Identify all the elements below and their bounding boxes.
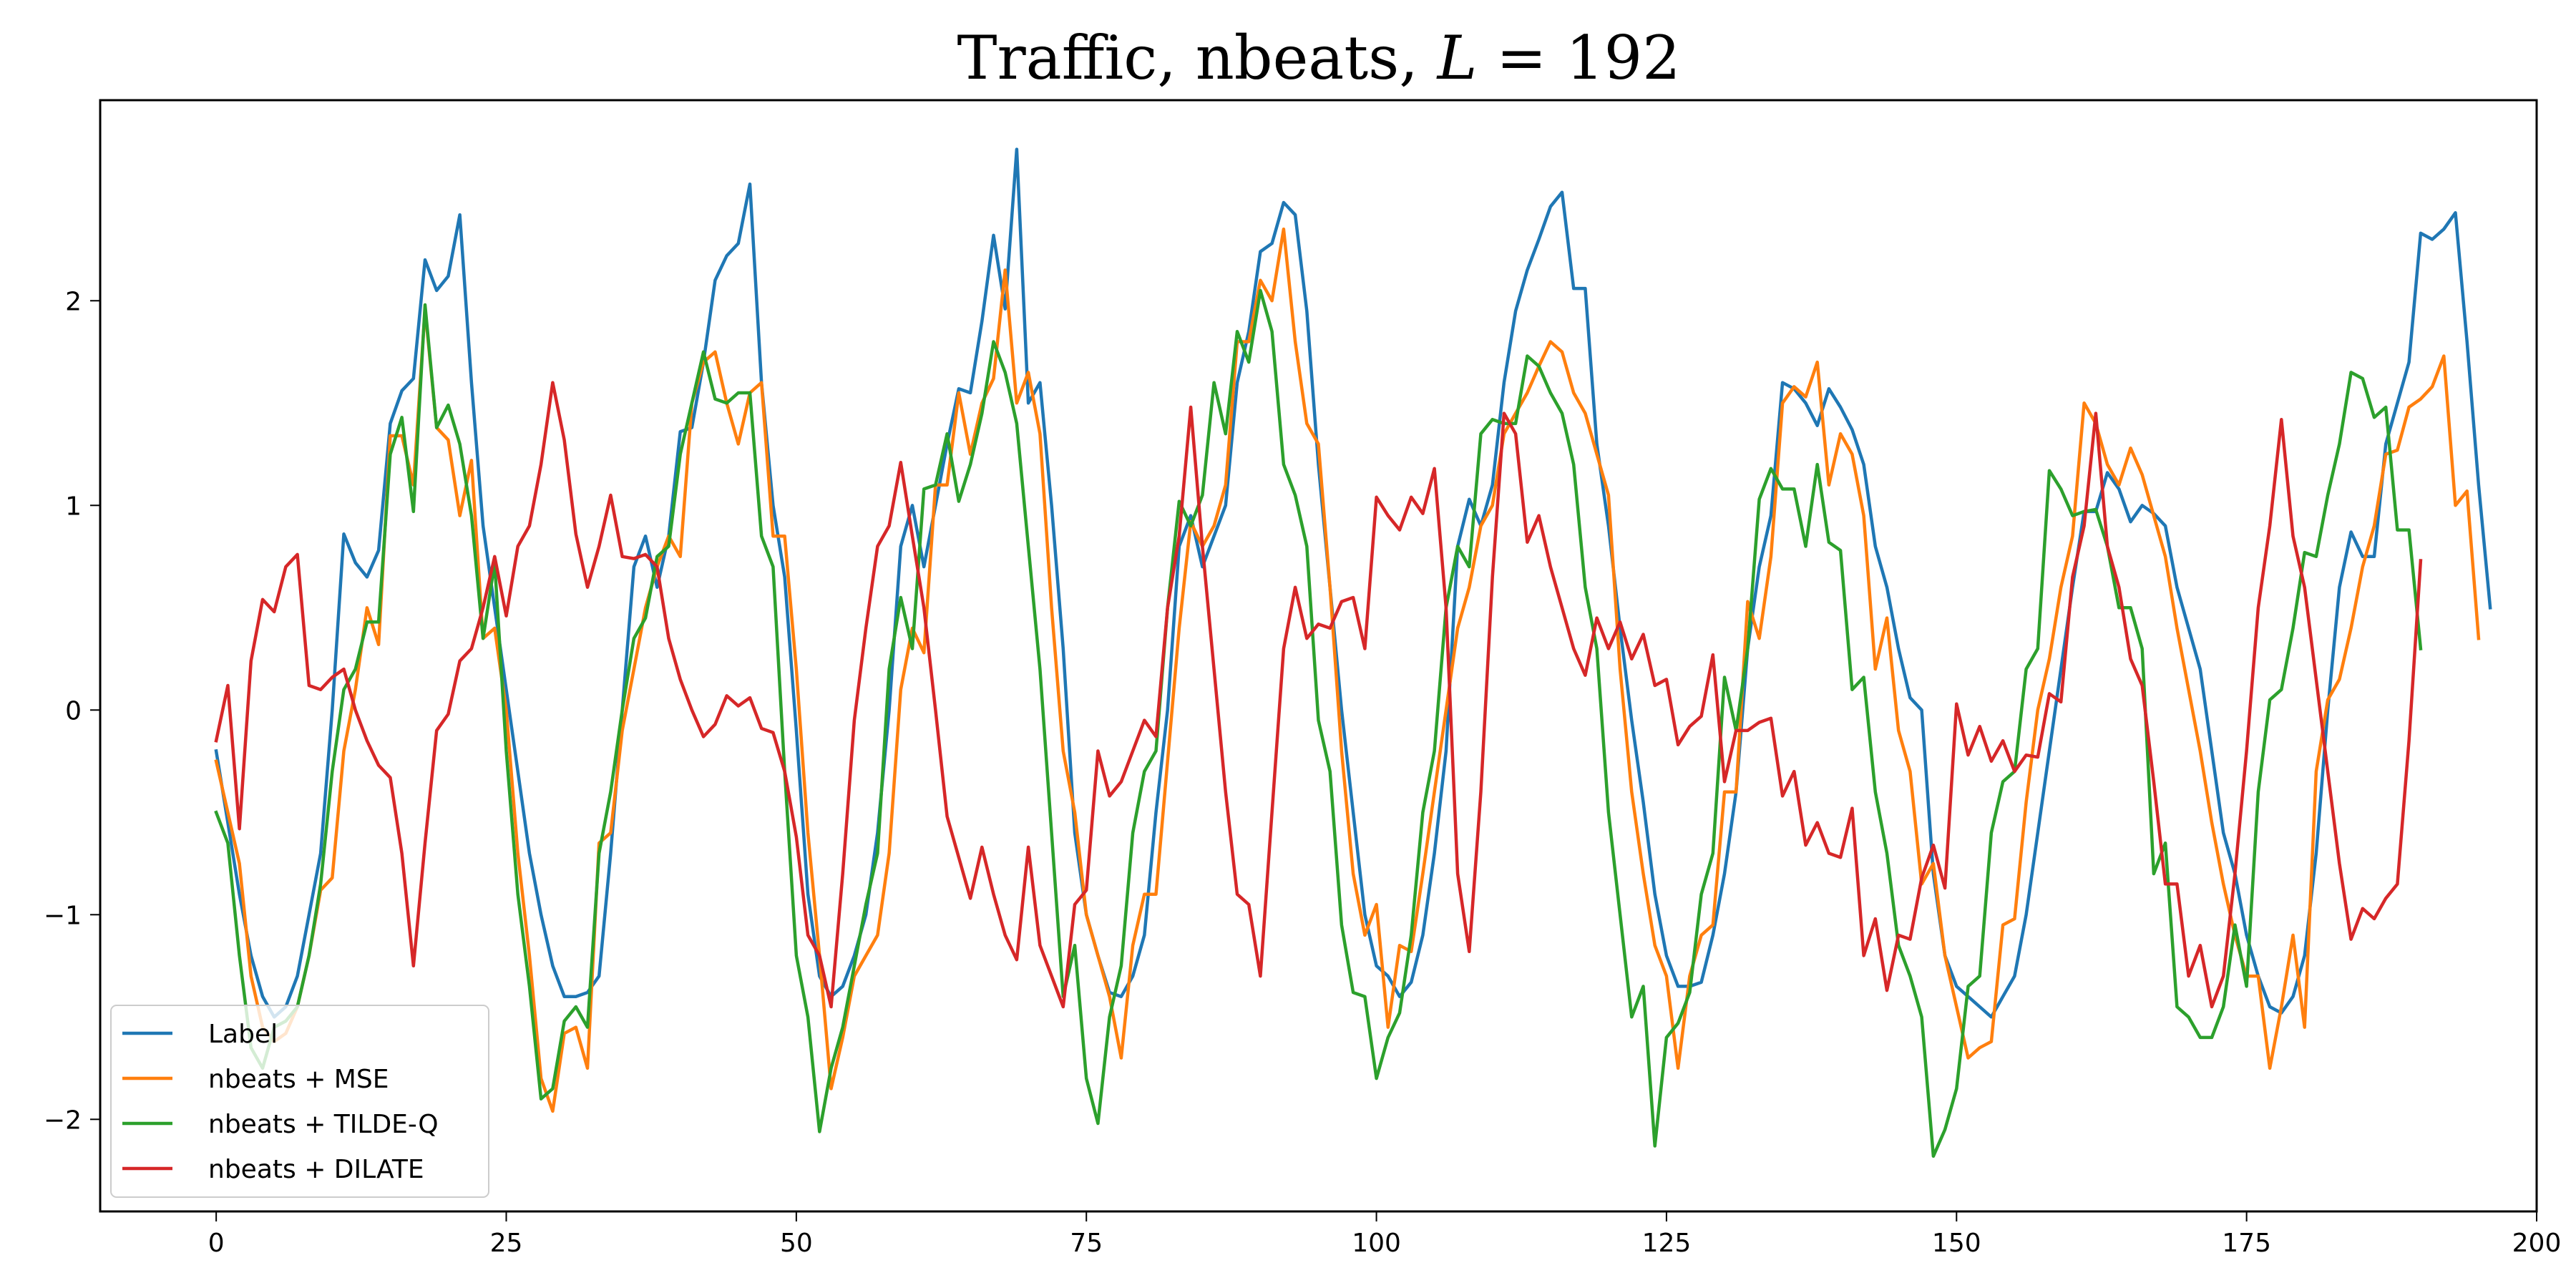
y-tick-label: 0 bbox=[65, 696, 82, 726]
x-tick-label: 125 bbox=[1642, 1229, 1692, 1258]
y-tick-label: −1 bbox=[44, 901, 82, 930]
legend: Label nbeats + MSE nbeats + TILDE-Q nbeats … bbox=[110, 1005, 489, 1198]
x-tick-label: 25 bbox=[490, 1229, 523, 1258]
y-tick-label: −2 bbox=[44, 1106, 82, 1135]
x-tick-label: 0 bbox=[208, 1229, 225, 1258]
legend-box bbox=[110, 1005, 489, 1198]
x-tick-label: 150 bbox=[1932, 1229, 1981, 1258]
x-tick-label: 200 bbox=[2512, 1229, 2562, 1258]
x-axis: 0 25 50 75 100 125 150 175 200 bbox=[208, 1211, 2562, 1258]
chart-title: Traffic, nbeats, L = 192 bbox=[957, 23, 1680, 93]
y-tick-label: 1 bbox=[65, 492, 82, 521]
series-line-3 bbox=[214, 381, 2423, 1009]
series-lines bbox=[214, 147, 2492, 1158]
plot-area-frame bbox=[99, 99, 2538, 1213]
series-line-1 bbox=[214, 227, 2481, 1113]
legend-label: nbeats + DILATE bbox=[208, 1155, 424, 1184]
y-tick-label: 2 bbox=[65, 287, 82, 316]
x-tick-label: 175 bbox=[2222, 1229, 2271, 1258]
series-line-2 bbox=[214, 288, 2423, 1158]
series-line-0 bbox=[214, 147, 2492, 1019]
legend-label: nbeats + TILDE-Q bbox=[208, 1110, 439, 1139]
legend-label: nbeats + MSE bbox=[208, 1065, 389, 1094]
y-axis: −2 −1 0 1 2 bbox=[44, 287, 100, 1135]
x-tick-label: 75 bbox=[1070, 1229, 1103, 1258]
x-tick-label: 100 bbox=[1352, 1229, 1401, 1258]
legend-label: Label bbox=[208, 1020, 278, 1049]
x-tick-label: 50 bbox=[780, 1229, 813, 1258]
